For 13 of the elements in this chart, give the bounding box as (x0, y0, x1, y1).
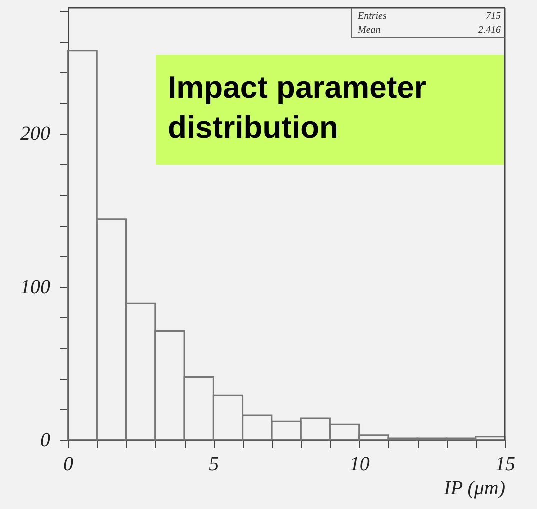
y-tick-label: 100 (20, 276, 50, 298)
annotation: 715 (486, 11, 501, 22)
x-tick-label: 15 (496, 454, 516, 476)
y-tick-label: 200 (20, 123, 50, 146)
x-tick-label: 10 (350, 454, 370, 476)
annotation: 2.416 (478, 25, 501, 36)
annotation: Mean (357, 25, 381, 36)
x-axis-title: IP (μm) (443, 478, 506, 500)
x-tick-label: 0 (64, 454, 74, 476)
x-tick-label: 5 (209, 454, 220, 476)
text: Impact parameter distribution (168, 70, 426, 145)
annotation: Entries (357, 11, 387, 22)
y-tick-label: 0 (40, 430, 50, 452)
